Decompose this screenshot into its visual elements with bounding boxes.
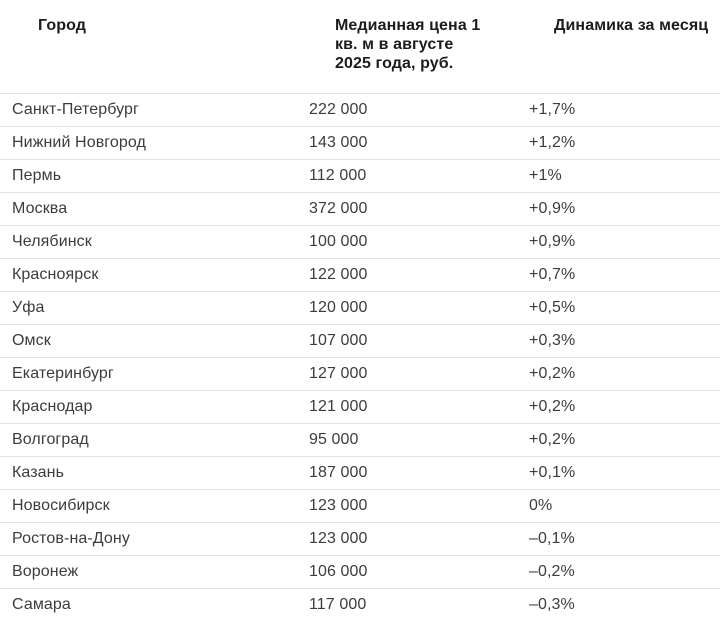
- change-cell: +1%: [529, 167, 562, 184]
- change-cell: +0,2%: [529, 365, 576, 382]
- table-row: Воронеж 106 000 –0,2%: [0, 555, 720, 588]
- price-cell: 123 000: [309, 530, 368, 547]
- change-cell: +0,3%: [529, 332, 576, 349]
- table-header-row: Город Медианная цена 1 кв. м в августе 2…: [0, 0, 720, 93]
- city-cell: Воронеж: [12, 563, 79, 580]
- column-header-city: Город: [38, 17, 87, 34]
- price-cell: 117 000: [309, 596, 367, 613]
- price-cell: 121 000: [309, 398, 368, 415]
- city-cell: Пермь: [12, 167, 62, 184]
- table-row: Краснодар 121 000 +0,2%: [0, 390, 720, 423]
- city-cell: Челябинск: [12, 233, 92, 250]
- change-cell: +1,7%: [529, 101, 576, 118]
- price-cell: 100 000: [309, 233, 368, 250]
- change-cell: –0,2%: [529, 563, 575, 580]
- price-cell: 372 000: [309, 200, 368, 217]
- price-cell: 222 000: [309, 101, 368, 118]
- column-header-median-price: Медианная цена 1 кв. м в августе 2025 го…: [335, 17, 481, 72]
- city-cell: Красноярск: [12, 266, 99, 283]
- change-cell: +0,9%: [529, 200, 576, 217]
- price-cell: 122 000: [309, 266, 368, 283]
- price-cell: 127 000: [309, 365, 368, 382]
- price-cell: 106 000: [309, 563, 368, 580]
- change-cell: +0,7%: [529, 266, 576, 283]
- city-cell: Уфа: [12, 299, 45, 316]
- city-cell: Самара: [12, 596, 71, 613]
- change-cell: –0,3%: [529, 596, 575, 613]
- city-cell: Санкт-Петербург: [12, 101, 139, 118]
- table-row: Новосибирск 123 000 0%: [0, 489, 720, 522]
- price-cell: 123 000: [309, 497, 368, 514]
- change-cell: +0,1%: [529, 464, 576, 481]
- city-cell: Волгоград: [12, 431, 89, 448]
- table-row: Челябинск 100 000 +0,9%: [0, 225, 720, 258]
- change-cell: –0,1%: [529, 530, 575, 547]
- change-cell: +0,5%: [529, 299, 576, 316]
- city-cell: Екатеринбург: [12, 365, 114, 382]
- table-row: Ростов-на-Дону 123 000 –0,1%: [0, 522, 720, 555]
- table-row: Санкт-Петербург 222 000 +1,7%: [0, 93, 720, 126]
- city-cell: Ростов-на-Дону: [12, 530, 130, 547]
- price-cell: 143 000: [309, 134, 368, 151]
- table-row: Нижний Новгород 143 000 +1,2%: [0, 126, 720, 159]
- price-cell: 95 000: [309, 431, 359, 448]
- price-cell: 187 000: [309, 464, 368, 481]
- change-cell: +0,9%: [529, 233, 576, 250]
- change-cell: 0%: [529, 497, 553, 514]
- city-cell: Казань: [12, 464, 65, 481]
- table-row: Екатеринбург 127 000 +0,2%: [0, 357, 720, 390]
- table-row: Уфа 120 000 +0,5%: [0, 291, 720, 324]
- table-row: Казань 187 000 +0,1%: [0, 456, 720, 489]
- city-cell: Новосибирск: [12, 497, 110, 514]
- table-row: Омск 107 000 +0,3%: [0, 324, 720, 357]
- change-cell: +0,2%: [529, 431, 576, 448]
- city-cell: Омск: [12, 332, 51, 349]
- table-row: Красноярск 122 000 +0,7%: [0, 258, 720, 291]
- city-cell: Москва: [12, 200, 68, 217]
- table-row: Самара 117 000 –0,3%: [0, 588, 720, 621]
- price-cell: 107 000: [309, 332, 368, 349]
- city-cell: Краснодар: [12, 398, 93, 415]
- change-cell: +0,2%: [529, 398, 576, 415]
- change-cell: +1,2%: [529, 134, 576, 151]
- table-row: Пермь 112 000 +1%: [0, 159, 720, 192]
- table-body: Санкт-Петербург 222 000 +1,7% Нижний Новгор…: [0, 93, 720, 621]
- price-cell: 112 000: [309, 167, 367, 184]
- table-row: Москва 372 000 +0,9%: [0, 192, 720, 225]
- column-header-monthly-change: Динамика за месяц: [554, 17, 709, 34]
- city-cell: Нижний Новгород: [12, 134, 146, 151]
- price-cell: 120 000: [309, 299, 368, 316]
- table-row: Волгоград 95 000 +0,2%: [0, 423, 720, 456]
